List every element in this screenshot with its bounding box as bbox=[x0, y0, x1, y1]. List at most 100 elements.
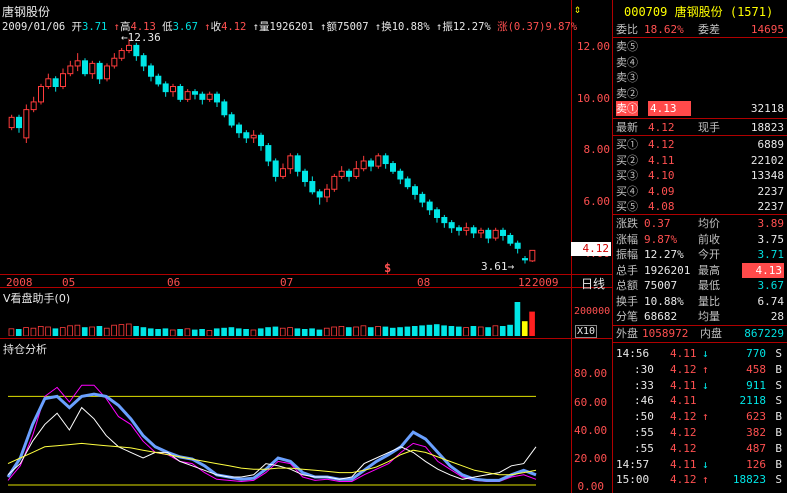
sell-level[interactable]: 卖⑤ bbox=[614, 39, 784, 54]
min-price-label: 3.61→ bbox=[481, 260, 515, 273]
event-marker[interactable]: $ bbox=[384, 261, 392, 275]
volume-bar bbox=[499, 325, 506, 336]
tick-price: 4.11 bbox=[670, 378, 697, 392]
expand-icon[interactable]: ⇕ bbox=[574, 2, 582, 16]
stat-label: 量比 bbox=[698, 294, 720, 308]
tick-row[interactable]: 14:56 4.11 ↓ 770 S bbox=[614, 346, 786, 361]
volume-bar bbox=[23, 327, 29, 336]
tick-arrow: ↑ bbox=[702, 362, 709, 376]
indicator-line bbox=[6, 392, 537, 482]
tick-side: S bbox=[775, 394, 782, 408]
volume-bar bbox=[367, 327, 374, 336]
candle-body bbox=[397, 170, 404, 180]
candle-body bbox=[280, 168, 286, 177]
buy-level[interactable]: 买③ 4.10 13348 bbox=[614, 168, 784, 183]
stat-value: 3.89 bbox=[757, 217, 785, 230]
level-price: 4.08 bbox=[648, 200, 675, 213]
candle-body bbox=[96, 62, 103, 80]
candle-body bbox=[316, 191, 323, 198]
volume-bar bbox=[228, 327, 235, 336]
candle-body bbox=[243, 132, 250, 139]
max-price-label: ←12.36 bbox=[121, 31, 161, 44]
sell-level[interactable]: 卖② bbox=[614, 86, 784, 101]
buy-level[interactable]: 买⑤ 4.08 2237 bbox=[614, 199, 784, 214]
tick-price: 4.12 bbox=[670, 441, 697, 455]
candle-body bbox=[126, 44, 132, 52]
kline-chart[interactable] bbox=[0, 30, 570, 274]
candle-body bbox=[38, 86, 44, 103]
level-price: 4.11 bbox=[648, 153, 675, 167]
period-label[interactable]: 日线 bbox=[581, 277, 606, 291]
volume-bar bbox=[8, 328, 15, 336]
tick-row[interactable]: :55 4.12 382 B bbox=[614, 425, 786, 440]
volume-bar bbox=[294, 328, 301, 336]
volume-bar bbox=[309, 328, 315, 336]
buy-level[interactable]: 买② 4.11 22102 bbox=[614, 153, 784, 168]
candle-body bbox=[228, 114, 235, 126]
volume-bar bbox=[433, 324, 440, 336]
candle-body bbox=[265, 145, 272, 162]
stat-value: 6.74 bbox=[757, 294, 785, 308]
volume-bar bbox=[155, 328, 161, 336]
volume-bar bbox=[37, 325, 44, 336]
volume-bar bbox=[191, 329, 198, 336]
ind-panel-title[interactable]: 持仓分析 bbox=[3, 343, 47, 356]
volume-bar bbox=[272, 326, 279, 336]
candle-body bbox=[140, 55, 147, 67]
tick-row[interactable]: 15:00 4.12 ↑ 18823 S bbox=[614, 472, 786, 487]
tick-row[interactable]: :50 4.12 ↑ 623 B bbox=[614, 409, 786, 424]
vol-panel-title[interactable]: V看盘助手(0) bbox=[3, 292, 71, 305]
candle-body bbox=[324, 188, 330, 198]
price-tick: 8.00 bbox=[583, 143, 611, 156]
candle-body bbox=[67, 65, 74, 75]
tick-volume: 770 bbox=[746, 347, 766, 360]
indicator-chart bbox=[6, 384, 537, 486]
tick-row[interactable]: :55 4.12 487 B bbox=[614, 441, 786, 456]
volume-bar bbox=[485, 327, 491, 336]
volume-bar bbox=[177, 328, 183, 336]
volume-bar bbox=[389, 327, 396, 336]
sell-level[interactable]: 卖① 4.13 32118 bbox=[614, 101, 784, 116]
indicator-line bbox=[7, 384, 537, 483]
candle-body bbox=[302, 170, 308, 183]
stat-label: 涨跌 bbox=[616, 217, 638, 230]
stat-label: 振幅 bbox=[616, 248, 638, 261]
tick-row[interactable]: :33 4.11 ↓ 911 S bbox=[614, 378, 786, 393]
tick-row[interactable]: :30 4.12 ↑ 458 B bbox=[614, 362, 786, 377]
volume-bar bbox=[52, 328, 59, 336]
sell-level[interactable]: 卖④ bbox=[614, 55, 784, 70]
stat-label: 均价 bbox=[698, 217, 720, 230]
tick-volume: 911 bbox=[746, 378, 766, 392]
candle-body bbox=[16, 116, 22, 129]
tick-row[interactable]: :46 4.11 2118 S bbox=[614, 393, 786, 408]
vol-unit: X10 bbox=[575, 325, 598, 338]
candle-body bbox=[74, 60, 81, 67]
tick-arrow: ↓ bbox=[702, 457, 709, 471]
date-tick: 06 bbox=[167, 276, 181, 289]
stat-label: 最低 bbox=[698, 279, 720, 292]
volume-bar bbox=[316, 329, 323, 336]
tick-volume: 382 bbox=[746, 426, 766, 439]
tick-row[interactable]: 14:57 4.11 ↓ 126 B bbox=[614, 457, 786, 472]
level-price: 4.09 bbox=[648, 184, 675, 198]
sell-level[interactable]: 卖③ bbox=[614, 70, 784, 85]
candle-body bbox=[294, 155, 301, 172]
stat-value: 28 bbox=[770, 310, 784, 323]
candle-body bbox=[287, 155, 294, 170]
volume-bar bbox=[257, 328, 264, 336]
buy-level[interactable]: 买① 4.12 6889 bbox=[614, 137, 784, 152]
ind-panel-top bbox=[0, 338, 612, 339]
indicator-line bbox=[7, 406, 537, 480]
candle-body bbox=[272, 160, 279, 177]
tick-side: S bbox=[775, 378, 782, 392]
tick-side: B bbox=[775, 410, 782, 424]
candle-body bbox=[148, 65, 154, 77]
candle-body bbox=[522, 258, 528, 261]
volume-bar bbox=[235, 328, 242, 336]
tick-arrow: ↓ bbox=[702, 347, 709, 360]
volume-bar bbox=[360, 325, 367, 336]
volume-bar bbox=[103, 327, 110, 336]
buy-level[interactable]: 买④ 4.09 2237 bbox=[614, 184, 784, 199]
candle-body bbox=[177, 86, 184, 100]
stat-row: 总额 75007 最低 3.67 bbox=[614, 278, 784, 293]
